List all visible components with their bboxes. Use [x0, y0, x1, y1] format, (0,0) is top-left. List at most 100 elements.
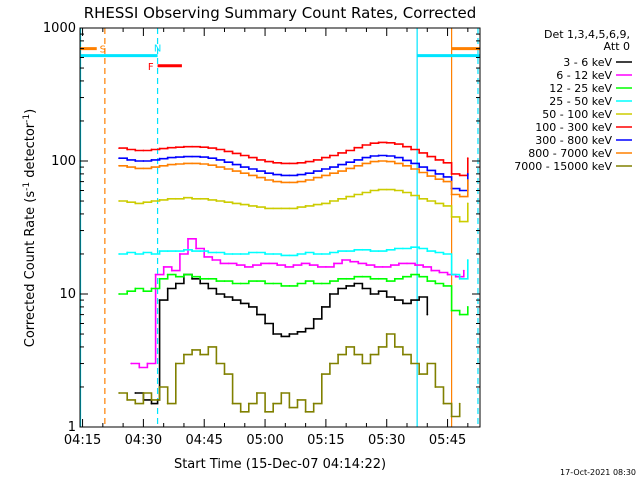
series-point — [174, 362, 177, 365]
series-point — [385, 160, 388, 163]
series-point — [385, 155, 388, 157]
series-point — [183, 155, 185, 158]
series-point — [272, 333, 275, 335]
series-point — [223, 150, 226, 153]
series-point — [191, 155, 194, 158]
series-point — [183, 248, 185, 251]
series-point — [280, 207, 283, 210]
series-point — [134, 160, 137, 162]
series-point — [243, 266, 246, 268]
series-point — [329, 154, 331, 157]
series-point — [385, 280, 388, 282]
series-point — [264, 322, 266, 325]
series-point — [369, 293, 372, 295]
series-point — [377, 346, 380, 348]
series-point — [377, 160, 380, 162]
series-point — [207, 346, 210, 348]
series-point — [256, 176, 258, 179]
series-point — [312, 402, 315, 405]
series-point — [458, 313, 461, 316]
series-point — [418, 166, 421, 169]
series-point — [402, 247, 404, 250]
series-point — [272, 161, 275, 164]
y-axis-label: Corrected Count Rate (s-1 detector-1) — [22, 109, 38, 347]
series-point — [434, 159, 437, 161]
series-point — [183, 196, 185, 199]
series-point — [369, 353, 372, 356]
series-point — [199, 163, 202, 165]
series-point — [215, 362, 218, 365]
legend-entry-label: 25 - 50 keV — [549, 95, 612, 108]
series-point — [337, 163, 339, 166]
series-point — [442, 285, 445, 287]
series-point — [308, 264, 311, 266]
series-point — [231, 152, 234, 155]
series-point — [377, 290, 380, 293]
series-point — [134, 287, 137, 290]
series-point — [402, 191, 404, 194]
series-point — [227, 262, 230, 265]
series-point — [410, 168, 412, 170]
series-point — [142, 251, 145, 254]
series-point — [377, 250, 380, 253]
series-point — [329, 172, 331, 175]
series-point — [150, 166, 153, 169]
series-point — [223, 280, 226, 282]
series-point — [158, 164, 161, 167]
series-point — [393, 162, 396, 165]
series-point — [337, 277, 339, 280]
series-point — [406, 262, 408, 265]
series-point — [284, 266, 287, 268]
series-point — [312, 318, 315, 320]
series-point — [280, 174, 283, 177]
series-point — [199, 277, 202, 280]
series-point — [134, 392, 137, 394]
series-point — [231, 202, 234, 205]
series-point — [393, 143, 396, 146]
series-point — [142, 392, 145, 394]
series-point — [126, 201, 129, 204]
series-point — [369, 189, 372, 192]
legend-header: Att 0 — [604, 40, 630, 53]
series-point — [304, 280, 307, 282]
series-point — [223, 373, 226, 375]
series-point — [280, 254, 283, 257]
series-point — [385, 141, 388, 144]
series-point — [211, 259, 214, 261]
series-point — [329, 293, 331, 295]
legend-entry-label: 3 - 6 keV — [563, 56, 612, 69]
series-point — [231, 170, 234, 173]
series-point — [393, 277, 396, 280]
series-point — [126, 251, 129, 254]
series-point — [183, 145, 185, 148]
series-point — [345, 195, 348, 198]
series-point — [345, 167, 348, 170]
series-point — [418, 152, 421, 154]
series-point — [179, 253, 181, 255]
series-point — [402, 145, 404, 148]
series-point — [166, 287, 169, 290]
series-point — [118, 253, 120, 255]
series-point — [247, 174, 250, 177]
series-point — [126, 166, 129, 169]
series-point — [150, 253, 153, 255]
y-tick-label: 10 — [59, 287, 76, 302]
series-point — [434, 251, 437, 254]
x-tick-label: 04:30 — [125, 433, 162, 448]
series-point — [158, 199, 161, 201]
series-point — [134, 202, 137, 205]
series-point — [276, 264, 279, 266]
series-point — [446, 273, 449, 276]
series-point — [154, 273, 157, 276]
series-point — [207, 147, 210, 150]
series-point — [166, 146, 169, 149]
series-point — [402, 164, 404, 167]
series-point — [199, 146, 202, 149]
series-point — [361, 156, 364, 159]
series-point — [434, 386, 437, 388]
series-point — [361, 191, 364, 194]
series-point — [264, 160, 266, 163]
series-point — [418, 373, 421, 375]
series-point — [304, 410, 307, 413]
series-point — [393, 299, 396, 301]
